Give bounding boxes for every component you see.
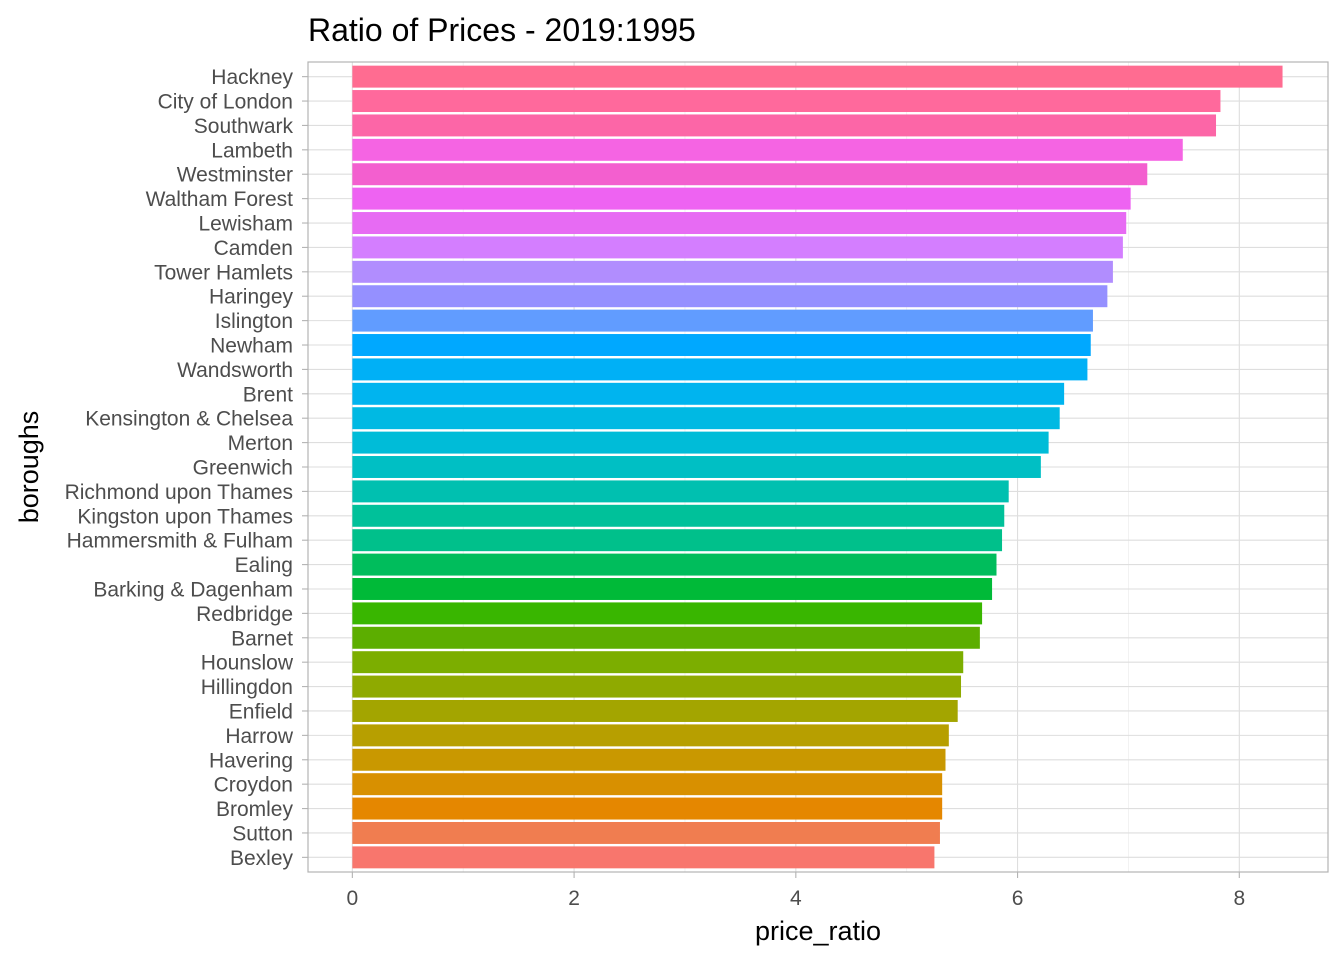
y-tick-label: Richmond upon Thames bbox=[65, 481, 293, 504]
y-tick-label: Southwark bbox=[194, 115, 294, 138]
bar bbox=[352, 187, 1131, 210]
bar bbox=[352, 773, 943, 796]
y-tick-label: City of London bbox=[158, 91, 293, 114]
y-tick-label: Westminster bbox=[177, 164, 293, 187]
x-axis-title: price_ratio bbox=[755, 916, 881, 946]
bar bbox=[352, 431, 1049, 454]
y-axis-title: boroughs bbox=[14, 411, 44, 524]
bar bbox=[352, 821, 940, 844]
y-tick-label: Bromley bbox=[216, 798, 294, 821]
y-tick-label: Bexley bbox=[230, 847, 294, 870]
x-tick-label: 6 bbox=[1012, 887, 1024, 910]
bar bbox=[352, 163, 1148, 186]
y-tick-label: Hillingdon bbox=[201, 676, 293, 699]
bar bbox=[352, 626, 980, 649]
y-tick-label: Sutton bbox=[232, 822, 293, 845]
bar bbox=[352, 504, 1005, 527]
bar bbox=[352, 138, 1183, 161]
y-tick-label: Greenwich bbox=[193, 457, 293, 480]
x-tick-label: 4 bbox=[790, 887, 802, 910]
y-tick-label: Lambeth bbox=[211, 139, 293, 162]
bar bbox=[352, 285, 1108, 308]
y-tick-label: Barnet bbox=[231, 627, 293, 650]
bar bbox=[352, 407, 1060, 430]
bar bbox=[352, 65, 1283, 88]
bar bbox=[352, 456, 1041, 478]
bars bbox=[352, 65, 1283, 869]
y-tick-label: Croydon bbox=[214, 774, 293, 797]
bar bbox=[352, 480, 1009, 503]
y-tick-label: Enfield bbox=[229, 700, 293, 723]
bar bbox=[352, 114, 1217, 137]
bar bbox=[352, 358, 1088, 381]
bar bbox=[352, 602, 983, 625]
bar bbox=[352, 748, 946, 771]
bar bbox=[352, 699, 958, 722]
bar bbox=[352, 578, 993, 600]
y-tick-label: Ealing bbox=[235, 554, 293, 577]
y-tick-label: Hackney bbox=[211, 66, 293, 89]
y-tick-label: Hammersmith & Fulham bbox=[67, 530, 293, 553]
y-tick-label: Brent bbox=[243, 383, 293, 406]
x-tick-label: 2 bbox=[568, 887, 580, 910]
chart-title: Ratio of Prices - 2019:1995 bbox=[308, 12, 696, 48]
y-tick-label: Camden bbox=[214, 237, 293, 260]
bar bbox=[352, 675, 962, 698]
y-tick-label: Wandsworth bbox=[177, 359, 293, 382]
y-tick-label: Havering bbox=[209, 749, 293, 772]
bar bbox=[352, 260, 1113, 283]
y-tick-label: Waltham Forest bbox=[146, 188, 294, 211]
y-tick-label: Merton bbox=[228, 432, 293, 455]
y-tick-label: Haringey bbox=[209, 286, 294, 309]
bar bbox=[352, 553, 997, 576]
y-tick-label: Harrow bbox=[225, 725, 294, 748]
y-tick-label: Barking & Dagenham bbox=[93, 578, 293, 601]
bar bbox=[352, 724, 949, 747]
x-tick-label: 0 bbox=[347, 887, 359, 910]
x-axis-ticks: 0 2 4 6 8 bbox=[347, 872, 1245, 910]
y-tick-label: Hounslow bbox=[201, 652, 294, 675]
bar bbox=[352, 529, 1003, 552]
bar bbox=[352, 651, 964, 674]
y-tick-label: Lewisham bbox=[198, 213, 293, 236]
y-tick-label: Tower Hamlets bbox=[154, 261, 293, 284]
bar bbox=[352, 90, 1221, 113]
y-tick-label: Redbridge bbox=[196, 603, 293, 626]
bar bbox=[352, 309, 1093, 332]
y-tick-label: Islington bbox=[215, 310, 293, 333]
bar bbox=[352, 797, 943, 820]
bar bbox=[352, 212, 1127, 235]
bar bbox=[352, 846, 935, 869]
y-tick-label: Kensington & Chelsea bbox=[85, 408, 293, 431]
bar bbox=[352, 334, 1091, 356]
y-tick-label: Kingston upon Thames bbox=[77, 505, 293, 528]
x-tick-label: 8 bbox=[1233, 887, 1245, 910]
y-tick-label: Newham bbox=[210, 335, 293, 358]
bar bbox=[352, 236, 1123, 259]
bar bbox=[352, 382, 1065, 405]
